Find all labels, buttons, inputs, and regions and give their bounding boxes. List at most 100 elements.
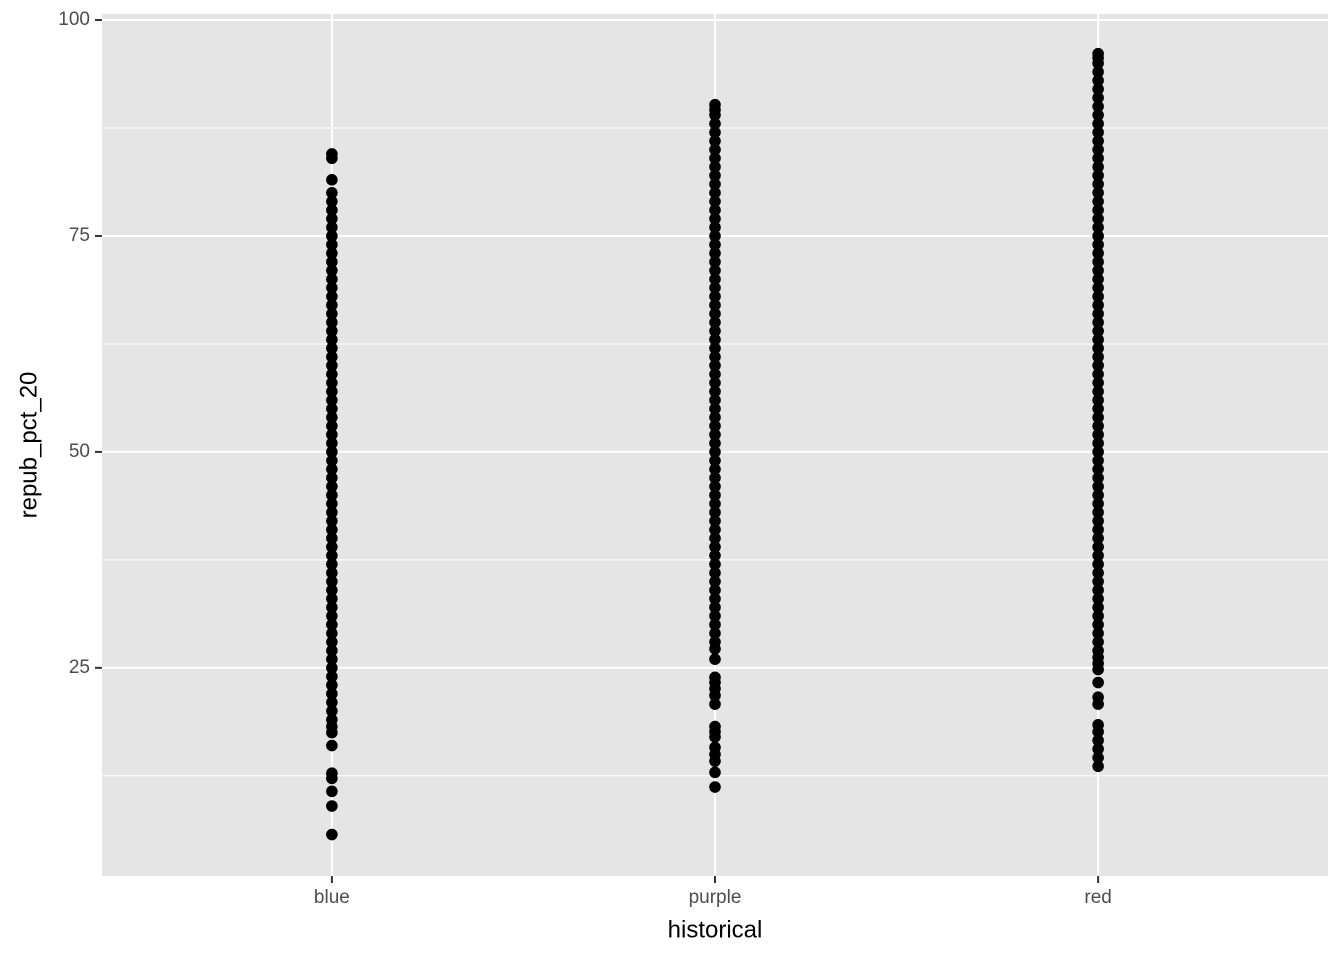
point	[709, 186, 721, 199]
point	[1092, 299, 1104, 311]
point	[709, 333, 721, 346]
point	[1092, 66, 1104, 78]
point	[709, 472, 721, 484]
point	[326, 696, 338, 709]
point	[1092, 627, 1104, 640]
point	[1092, 506, 1104, 519]
point	[709, 204, 721, 216]
point	[1092, 592, 1104, 605]
point	[709, 316, 721, 329]
point	[1092, 359, 1104, 372]
point	[326, 670, 338, 683]
point	[1092, 316, 1104, 329]
point	[709, 178, 721, 190]
point	[326, 713, 338, 726]
point	[1092, 195, 1104, 208]
point	[709, 264, 721, 277]
point	[326, 785, 338, 798]
point	[1092, 100, 1104, 113]
point	[326, 368, 338, 380]
point	[709, 671, 721, 684]
point	[326, 662, 338, 674]
point	[709, 601, 721, 614]
point	[1092, 751, 1104, 764]
point	[326, 325, 338, 337]
point	[709, 653, 721, 666]
point	[326, 377, 338, 389]
point	[326, 247, 338, 260]
point	[326, 342, 338, 355]
point	[1092, 178, 1104, 190]
point	[1092, 204, 1104, 216]
y-axis-title: repub_pct_20	[15, 372, 42, 519]
point	[1092, 515, 1104, 527]
point	[709, 575, 721, 588]
point	[709, 273, 721, 285]
point	[1092, 91, 1104, 104]
point	[1092, 610, 1104, 622]
point	[326, 618, 338, 631]
point	[1092, 454, 1104, 467]
point	[326, 489, 338, 501]
point	[326, 541, 338, 553]
point	[1092, 532, 1104, 545]
point	[326, 437, 338, 450]
point	[326, 800, 338, 812]
point	[709, 584, 721, 596]
point	[326, 221, 338, 234]
point	[1092, 446, 1104, 458]
point	[1092, 584, 1104, 596]
point	[709, 515, 721, 527]
point	[709, 428, 721, 441]
point	[709, 610, 721, 622]
point	[709, 454, 721, 467]
point	[1092, 636, 1104, 648]
point	[326, 687, 338, 700]
point	[326, 428, 338, 441]
point	[1092, 437, 1104, 450]
point	[326, 532, 338, 545]
point	[326, 575, 338, 588]
point	[709, 420, 721, 432]
point	[709, 781, 721, 793]
point	[326, 705, 338, 717]
point	[1092, 333, 1104, 346]
point	[326, 739, 338, 752]
point	[1092, 109, 1104, 121]
point	[326, 204, 338, 216]
point	[326, 506, 338, 519]
point	[326, 290, 338, 303]
point	[326, 186, 338, 199]
point	[709, 506, 721, 519]
point	[326, 497, 338, 510]
point	[1092, 394, 1104, 406]
point	[326, 299, 338, 311]
point	[326, 558, 338, 570]
point	[326, 644, 338, 657]
point	[326, 238, 338, 251]
point	[326, 653, 338, 666]
point	[326, 610, 338, 622]
point	[326, 515, 338, 527]
point	[709, 307, 721, 320]
point	[326, 307, 338, 320]
point	[326, 463, 338, 475]
point	[1092, 47, 1104, 60]
point	[709, 385, 721, 398]
point	[709, 532, 721, 545]
point	[709, 402, 721, 415]
point	[326, 333, 338, 346]
point	[709, 636, 721, 648]
point	[326, 454, 338, 467]
point	[1092, 480, 1104, 493]
point	[326, 549, 338, 562]
point	[326, 592, 338, 605]
point	[1092, 676, 1104, 689]
point	[709, 247, 721, 260]
point	[326, 230, 338, 242]
point	[326, 567, 338, 579]
x-tick-label: purple	[689, 887, 742, 908]
point	[709, 195, 721, 208]
